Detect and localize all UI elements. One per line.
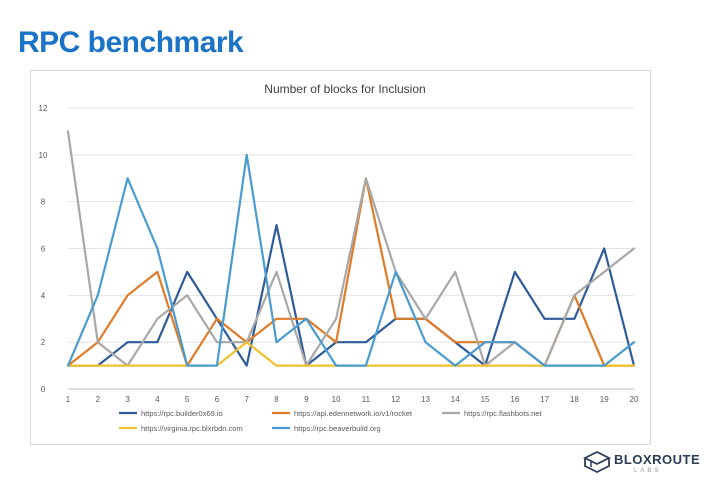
logo-sub: LABS — [634, 468, 662, 474]
x-tick-label: 8 — [274, 395, 279, 404]
x-tick-label: 11 — [362, 395, 371, 404]
x-tick-label: 5 — [185, 395, 190, 404]
series-line-5 — [66, 153, 636, 367]
x-tick-label: 17 — [540, 395, 549, 404]
x-tick-label: 3 — [125, 395, 130, 404]
x-tick-label: 12 — [391, 395, 400, 404]
bloxroute-logo: BLOXROUTE LABS — [582, 448, 712, 480]
x-tick-label: 4 — [155, 395, 160, 404]
y-tick-label: 0 — [41, 385, 46, 394]
x-tick-label: 19 — [600, 395, 609, 404]
legend-label: https://rpc.beaverbuild.org — [294, 424, 381, 433]
y-tick-label: 8 — [41, 198, 46, 207]
y-tick-label: 12 — [39, 104, 48, 113]
logo-name: BLOXROUTE — [614, 452, 701, 467]
series-line-2 — [66, 177, 636, 367]
legend-label: https://api.edennetwork.io/v1/rocket — [294, 409, 413, 418]
x-tick-label: 15 — [481, 395, 490, 404]
legend-label: https://rpc.flashbots.net — [464, 409, 542, 418]
page-title: RPC benchmark — [18, 26, 244, 59]
x-tick-label: 16 — [510, 395, 519, 404]
x-tick-label: 9 — [304, 395, 309, 404]
x-tick-label: 18 — [570, 395, 579, 404]
legend-label: https://virginia.rpc.blxrbdn.com — [141, 424, 243, 433]
y-tick-label: 10 — [39, 151, 48, 160]
x-tick-label: 6 — [215, 395, 220, 404]
x-tick-label: 1 — [66, 395, 71, 404]
line-chart: Number of blocks for Inclusion 0 2 4 6 8 10 12… — [30, 70, 651, 445]
y-tick-label: 2 — [41, 338, 46, 347]
series-line-1 — [66, 224, 636, 367]
x-tick-label: 10 — [332, 395, 341, 404]
chart-title: Number of blocks for Inclusion — [264, 82, 425, 96]
x-tick-label: 13 — [421, 395, 430, 404]
x-tick-label: 14 — [451, 395, 460, 404]
bloxroute-logo-icon — [582, 450, 612, 474]
x-tick-label: 20 — [630, 395, 639, 404]
x-tick-label: 7 — [245, 395, 250, 404]
y-tick-label: 4 — [41, 291, 46, 300]
y-tick-label: 6 — [41, 245, 46, 254]
legend-label: https://rpc.builder0x69.io — [141, 409, 223, 418]
x-tick-label: 2 — [96, 395, 101, 404]
chart-canvas: Number of blocks for Inclusion 024681012… — [39, 82, 639, 433]
